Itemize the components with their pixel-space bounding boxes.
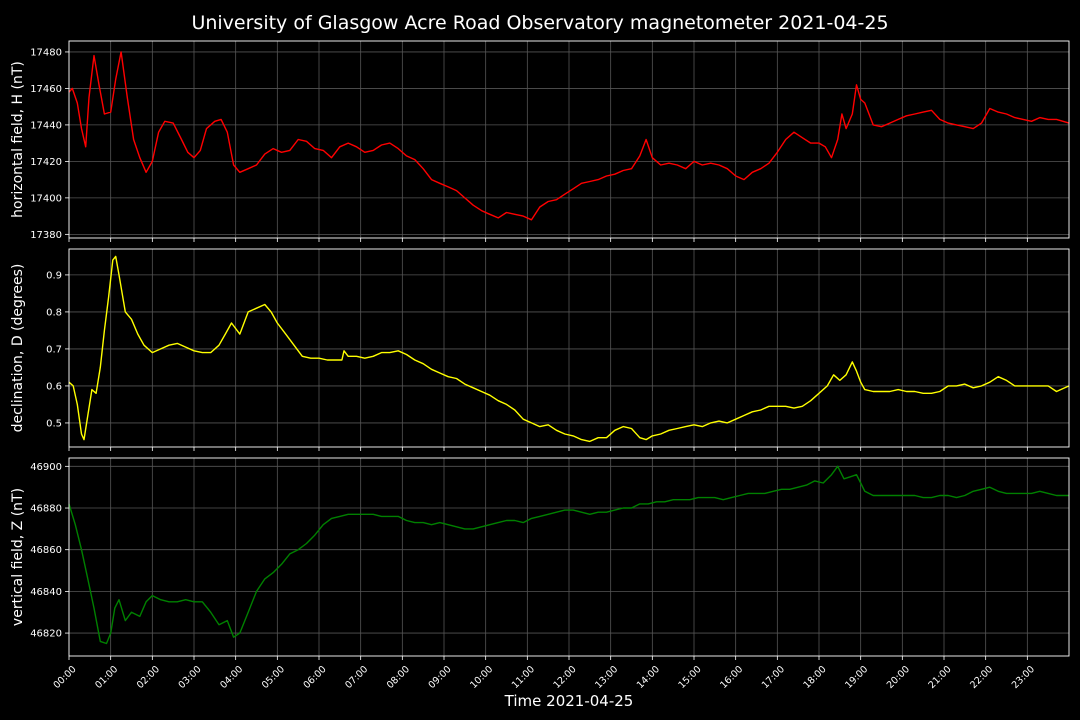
y-tick-label: 0.7: [46, 344, 62, 355]
x-axis-label: Time 2021-04-25: [504, 692, 634, 710]
y-tick-label: 46840: [30, 587, 62, 598]
y-tick-label: 0.5: [46, 418, 62, 429]
y-axis-label: vertical field, Z (nT): [10, 488, 26, 626]
y-tick-label: 46820: [30, 629, 62, 640]
vertical-field-series-line: [68, 465, 1069, 645]
y-tick-label: 0.8: [46, 307, 62, 318]
y-axis-label: declination, D (degrees): [10, 264, 26, 433]
declination-series-line: [68, 255, 1070, 443]
y-axis-label: horizontal field, H (nT): [10, 61, 26, 218]
axes-frame: [68, 248, 1070, 448]
y-tick-label: 17460: [30, 84, 62, 95]
y-tick-label: 17480: [30, 47, 62, 58]
horizontal-field-panel: 17380 17400 17420 17440 17460 17480 horizontal…: [10, 40, 1070, 242]
y-tick-label: 46860: [30, 545, 62, 556]
y-tick-label: 0.6: [46, 381, 62, 392]
axes-frame: [68, 457, 1070, 657]
y-tick-label: 46900: [30, 462, 62, 473]
horizontal-field-series-line: [68, 51, 1070, 221]
y-tick-label: 17380: [30, 230, 62, 241]
y-tick-label: 17440: [30, 120, 62, 131]
axes-frame: [68, 40, 1070, 239]
chart-title: University of Glasgow Acre Road Observat…: [191, 12, 888, 34]
y-tick-label: 0.9: [46, 270, 62, 281]
y-tick-label: 17420: [30, 157, 62, 168]
declination-panel: 0.5 0.6 0.7 0.8 0.9 declination, D (degrees): [10, 248, 1070, 451]
y-tick-label: 17400: [30, 193, 62, 204]
y-tick-label: 46880: [30, 504, 62, 515]
